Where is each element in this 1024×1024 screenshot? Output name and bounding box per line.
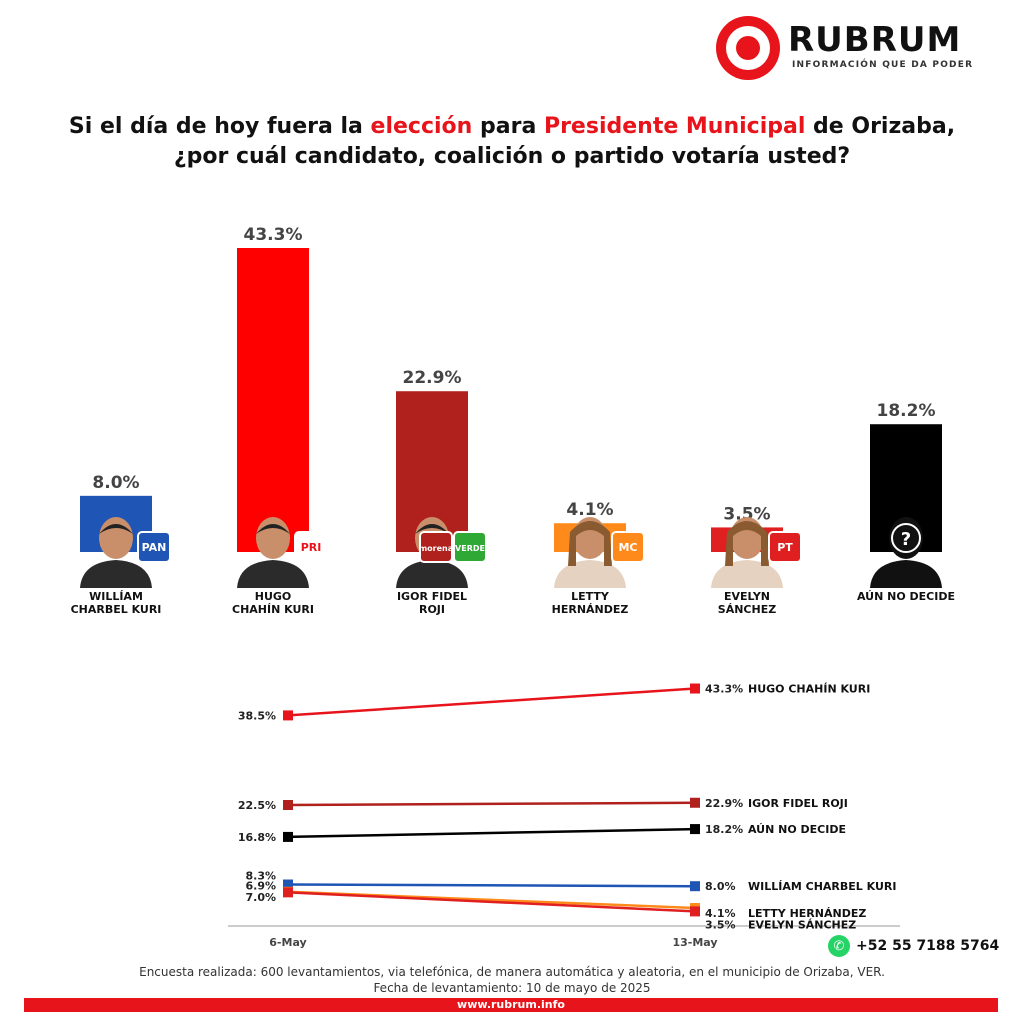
logo-name: RUBRUM: [788, 20, 962, 60]
survey-date: Fecha de levantamiento: 10 de mayo de 20…: [373, 981, 651, 995]
party-badge-pt: PT: [768, 531, 802, 563]
website-link[interactable]: www.rubrum.info: [457, 998, 565, 1011]
series-line-hugo-chahin-kuri: [287, 687, 696, 717]
party-badge-mc: MC: [611, 531, 645, 563]
bar-value-evelyn-sanchez: 3.5%: [723, 504, 770, 524]
point-label-evelyn-sanchez-13-may: 3.5%: [705, 918, 736, 931]
bar-value-william-charbel-kuri: 8.0%: [92, 473, 139, 493]
point-label-aun-no-decide-6-may: 16.8%: [238, 831, 276, 844]
phone-number: +52 55 7188 5764: [856, 938, 1000, 954]
unknown-person-icon: ?: [870, 517, 942, 588]
point-label-igor-fidel-roji-13-may: 22.9%: [705, 797, 743, 810]
x-tick-label: 13-May: [672, 936, 717, 949]
title-line-1: Si el día de hoy fuera la elección para …: [40, 112, 984, 142]
logo-tagline: INFORMACIÓN QUE DA PODER: [792, 60, 974, 70]
series-name-hugo-chahin-kuri: HUGO CHAHÍN KURI: [748, 683, 870, 696]
series-point-william-charbel-kuri: [283, 879, 293, 890]
point-label-letty-hernandez-6-may: 7.0%: [245, 891, 276, 904]
series-point-hugo-chahin-kuri: [283, 710, 293, 721]
series-point-igor-fidel-roji: [283, 800, 293, 810]
footer-bar: [24, 998, 998, 1012]
series-point-hugo-chahin-kuri: [690, 683, 700, 694]
candidate-photo-hugo-chahin-kuri: [237, 517, 309, 588]
point-label-hugo-chahin-kuri-6-may: 38.5%: [238, 709, 276, 722]
bar-value-aun-no-decide: 18.2%: [877, 401, 936, 421]
point-label-igor-fidel-roji-6-may: 22.5%: [238, 799, 276, 812]
svg-text:VERDE: VERDE: [455, 544, 485, 553]
party-badge-morena: morena: [419, 531, 453, 563]
series-name-evelyn-sanchez: EVELYN SÁNCHEZ: [748, 918, 856, 931]
svg-text:MC: MC: [618, 541, 637, 554]
point-label-aun-no-decide-13-may: 18.2%: [705, 823, 743, 836]
x-tick-label: 6-May: [269, 936, 306, 949]
bar-chart: 8.0% PAN 43.3% PRI 22.9% morena VERDE 4.1% MC 3.5…: [80, 225, 942, 588]
methodology-note: Encuesta realizada: 600 levantamientos, …: [139, 965, 885, 979]
chart-title: Si el día de hoy fuera la elección para …: [40, 112, 984, 172]
svg-text:?: ?: [901, 529, 911, 550]
party-badge-pan: PAN: [137, 531, 171, 563]
series-line-william-charbel-kuri: [287, 883, 696, 888]
series-point-aun-no-decide: [690, 824, 700, 835]
svg-text:PRI: PRI: [301, 541, 322, 554]
series-name-aun-no-decide: AÚN NO DECIDE: [748, 823, 846, 836]
phone-contact[interactable]: ✆ +52 55 7188 5764: [828, 934, 999, 958]
point-label-evelyn-sanchez-6-may: 6.9%: [245, 879, 276, 892]
title-part-3: de Orizaba,: [805, 114, 956, 139]
title-highlight-1: elección: [370, 114, 473, 139]
svg-text:PT: PT: [777, 541, 793, 554]
series-line-evelyn-sanchez: [287, 891, 696, 913]
point-label-hugo-chahin-kuri-13-may: 43.3%: [705, 683, 743, 696]
point-label-william-charbel-kuri-13-may: 8.0%: [705, 880, 736, 893]
series-name-william-charbel-kuri: WILLÍAM CHARBEL KURI: [748, 880, 896, 893]
bar-hugo-chahin-kuri: [237, 248, 309, 552]
candidate-photo-william-charbel-kuri: [80, 517, 152, 588]
party-badge-verde: VERDE: [453, 531, 487, 563]
series-line-aun-no-decide: [287, 827, 696, 839]
point-label-william-charbel-kuri-6-may: 8.3%: [245, 870, 276, 883]
svg-text:morena: morena: [419, 544, 453, 553]
rubrum-logo: RUBRUM INFORMACIÓN QUE DA PODER: [716, 14, 996, 80]
series-name-letty-hernandez: LETTY HERNÁNDEZ: [748, 907, 866, 920]
whatsapp-icon: ✆: [828, 935, 850, 957]
line-chart: 6-May 13-May 38.5% 43.3% HUGO CHAHÍN KURI 22.…: [228, 683, 900, 949]
candidate-photo-letty-hernandez: [554, 517, 626, 588]
series-point-william-charbel-kuri: [690, 881, 700, 892]
series-point-evelyn-sanchez: [690, 906, 700, 917]
point-label-letty-hernandez-13-may: 4.1%: [705, 907, 736, 920]
bar-value-letty-hernandez: 4.1%: [566, 500, 613, 520]
title-highlight-2: Presidente Municipal: [543, 114, 806, 139]
title-part-1: Si el día de hoy fuera la: [68, 114, 371, 139]
title-part-2: para: [472, 114, 544, 139]
series-point-aun-no-decide: [283, 831, 293, 842]
bar-value-igor-fidel-roji: 22.9%: [403, 368, 462, 388]
party-badge-pri: PRI: [294, 531, 328, 563]
svg-text:PAN: PAN: [142, 541, 167, 554]
title-line-2: ¿por cuál candidato, coalición o partido…: [173, 144, 851, 169]
series-name-igor-fidel-roji: IGOR FIDEL ROJI: [748, 797, 848, 810]
rubrum-logo-icon: [716, 16, 780, 80]
series-point-igor-fidel-roji: [690, 797, 700, 808]
series-line-igor-fidel-roji: [287, 801, 696, 807]
candidate-photo-evelyn-sanchez: [711, 517, 783, 588]
series-point-evelyn-sanchez: [283, 887, 293, 898]
bar-value-hugo-chahin-kuri: 43.3%: [244, 225, 303, 245]
